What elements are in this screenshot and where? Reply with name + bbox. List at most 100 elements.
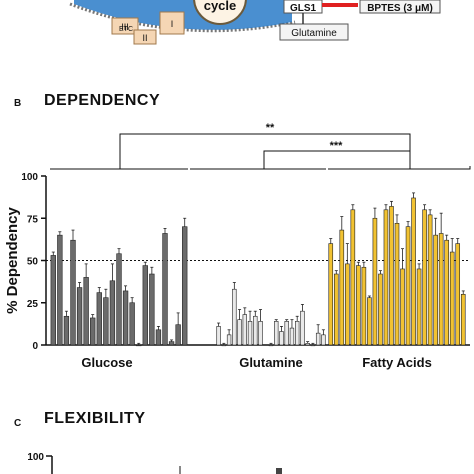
bar-glucose bbox=[76, 287, 83, 346]
bar-fatty_acids bbox=[455, 243, 461, 346]
bar-fatty_acids bbox=[460, 293, 466, 346]
significance-inner: *** bbox=[330, 140, 344, 152]
bar-fatty_acids bbox=[444, 239, 449, 346]
inhibitor-label: BPTES (3 μM) bbox=[367, 3, 433, 14]
y-tick-label: 25 bbox=[27, 299, 39, 310]
bar-glucose bbox=[90, 317, 96, 346]
dependency-bars: Glucose Glutamine Fatty Acids bbox=[50, 192, 466, 370]
complex-box-2 bbox=[133, 29, 157, 45]
group-label-fatty_acids: Fatty Acids bbox=[362, 355, 432, 370]
bar-fatty_acids bbox=[427, 214, 433, 346]
bar-glutamine bbox=[226, 334, 232, 346]
group-span-fatty-acids bbox=[328, 166, 471, 170]
y-tick-label: 75 bbox=[27, 214, 39, 225]
bar-fatty_acids bbox=[350, 209, 356, 346]
bar-glutamine bbox=[216, 326, 221, 346]
bar-fatty_acids bbox=[333, 273, 339, 346]
group-label-glutamine: Glutamine bbox=[239, 355, 303, 370]
glutamine-box bbox=[279, 23, 349, 41]
panel-b-title: DEPENDENCY bbox=[44, 92, 161, 109]
y-tick-label: 0 bbox=[32, 341, 38, 352]
bar-glutamine bbox=[321, 334, 326, 346]
bar-glucose bbox=[162, 233, 168, 346]
bar-glucose bbox=[155, 329, 162, 346]
gls1-label: GLS1 bbox=[290, 3, 317, 14]
bar-fatty_acids bbox=[356, 265, 361, 346]
bar-glucose bbox=[57, 234, 63, 346]
bar-glucose bbox=[83, 277, 89, 346]
panel-c-title: FLEXIBILITY bbox=[44, 410, 146, 427]
panel-b-letter: B bbox=[14, 98, 22, 109]
cycle-label: cycle bbox=[204, 0, 237, 13]
bar-glutamine bbox=[268, 344, 274, 347]
bar-glucose bbox=[168, 341, 175, 346]
bar-fatty_acids bbox=[438, 233, 444, 346]
complex-label-3: III bbox=[121, 22, 129, 32]
bar-fatty_acids bbox=[372, 217, 378, 346]
bar-glucose bbox=[63, 315, 70, 346]
complex-box-3 bbox=[111, 17, 139, 35]
complex-box-1 bbox=[159, 11, 185, 35]
bar-glutamine bbox=[237, 319, 242, 346]
flexibility-bar-top bbox=[276, 468, 282, 474]
pathway-diagram: cycle GLS1 BPTES (3 μM) Glutamine III II… bbox=[69, 0, 441, 45]
membrane-outline bbox=[69, 2, 296, 33]
bar-fatty_acids bbox=[361, 266, 367, 346]
bar-glutamine bbox=[284, 321, 289, 346]
bar-glucose bbox=[142, 265, 148, 346]
bar-glucose bbox=[103, 297, 109, 346]
bar-fatty_acids bbox=[422, 209, 427, 346]
bar-glucose bbox=[116, 253, 122, 346]
bar-glucose bbox=[129, 302, 135, 346]
bar-glutamine bbox=[258, 321, 263, 346]
panel-c-letter: C bbox=[14, 418, 22, 429]
bar-fatty_acids bbox=[328, 243, 334, 346]
bar-glucose bbox=[50, 255, 56, 346]
bar-glutamine bbox=[305, 343, 310, 346]
bar-fatty_acids bbox=[416, 268, 422, 346]
complex-label-2: II bbox=[142, 33, 147, 43]
bar-glucose bbox=[136, 344, 142, 347]
bar-fatty_acids bbox=[345, 263, 350, 346]
bar-glucose bbox=[149, 273, 155, 346]
bar-glutamine bbox=[289, 327, 295, 346]
bar-fatty_acids bbox=[383, 209, 389, 346]
bar-fatty_acids bbox=[339, 229, 345, 346]
bar-fatty_acids bbox=[389, 206, 394, 346]
bar-glutamine bbox=[310, 344, 316, 347]
flexibility-tick-label-100: 100 bbox=[27, 452, 44, 463]
bar-fatty_acids bbox=[400, 268, 405, 346]
bar-fatty_acids bbox=[405, 226, 411, 346]
bar-glucose bbox=[182, 226, 188, 346]
bar-glutamine bbox=[221, 344, 227, 347]
bar-glutamine bbox=[315, 332, 321, 346]
bar-glucose bbox=[96, 292, 102, 346]
tca-cycle-circle bbox=[193, 0, 247, 25]
bar-fatty_acids bbox=[449, 251, 455, 346]
bar-glutamine bbox=[279, 331, 284, 346]
bar-glucose bbox=[109, 280, 116, 346]
bar-fatty_acids bbox=[433, 234, 438, 346]
bar-glutamine bbox=[274, 321, 279, 346]
bar-glutamine bbox=[253, 315, 258, 346]
bar-fatty_acids bbox=[367, 297, 372, 346]
bar-fatty_acids bbox=[378, 273, 383, 346]
bar-glutamine bbox=[300, 310, 305, 346]
y-tick-label: 50 bbox=[27, 257, 39, 268]
bracket-inner bbox=[263, 150, 411, 169]
etc-label: ETC bbox=[119, 26, 133, 33]
group-label-glucose: Glucose bbox=[81, 355, 132, 370]
bar-fatty_acids bbox=[411, 197, 416, 346]
glutamine-label: Glutamine bbox=[291, 28, 337, 39]
y-axis-label: % Dependency bbox=[4, 206, 21, 313]
flexibility-axes: 100 bbox=[27, 452, 282, 474]
y-tick-label: 100 bbox=[21, 172, 38, 183]
bar-glutamine bbox=[242, 314, 247, 346]
bar-glutamine bbox=[232, 288, 237, 346]
bar-glucose bbox=[175, 324, 181, 346]
inhibitor-box bbox=[359, 0, 441, 14]
bar-fatty_acids bbox=[394, 223, 400, 346]
bar-glucose bbox=[122, 290, 129, 346]
bar-glutamine bbox=[295, 321, 300, 346]
